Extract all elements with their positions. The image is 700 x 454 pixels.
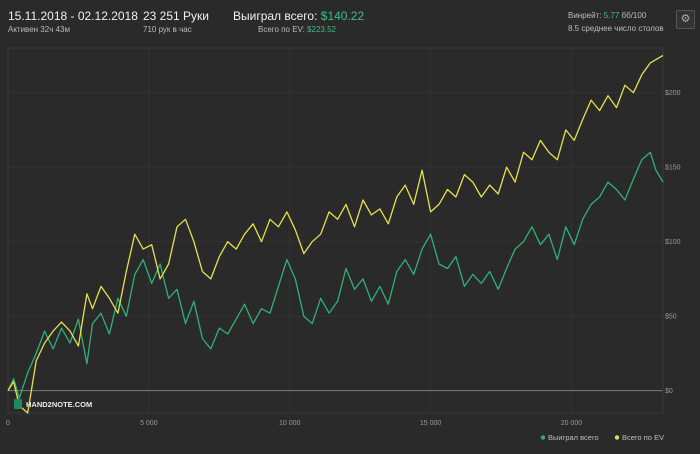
won-total: Выиграл всего: $140.22 xyxy=(233,9,364,23)
active-time: Активен 32ч 43м xyxy=(8,25,70,34)
legend-marker-won xyxy=(540,435,546,440)
legend-label-won: Выиграл всего xyxy=(548,433,599,442)
winrate-label: Винрейт: xyxy=(568,11,602,20)
stats-header: 15.11.2018 - 02.12.2018 Активен 32ч 43м … xyxy=(0,0,700,44)
hand2note-logo: HAND2NOTE.COM xyxy=(14,399,92,409)
x-tick-label: 0 xyxy=(6,420,10,427)
y-tick-label: $100 xyxy=(665,239,681,246)
y-tick-label: $50 xyxy=(665,314,677,321)
ev-value: $223.52 xyxy=(307,25,336,34)
series-line-ev xyxy=(7,54,664,414)
y-tick-label: $0 xyxy=(665,388,673,395)
y-tick-label: $150 xyxy=(665,165,681,172)
hands-per-hour: 710 рук в час xyxy=(143,25,192,34)
x-tick-label: 5 000 xyxy=(140,420,158,427)
hand2note-logo-mark xyxy=(14,399,22,409)
gear-icon[interactable]: ⚙ xyxy=(676,10,695,29)
series-line-won xyxy=(7,151,664,399)
winrate-unit: бб/100 xyxy=(621,11,647,20)
winrate: Винрейт: 5.77 бб/100 xyxy=(568,11,646,20)
watermark-text: HAND2NOTE.COM xyxy=(26,400,92,409)
bankroll-chart: $0 $50 $100 $150 $200 0 5 000 10 000 15 000 20 00… xyxy=(6,47,681,442)
won-value: $140.22 xyxy=(320,9,365,23)
winrate-value: 5.77 xyxy=(603,11,620,20)
plot-border xyxy=(7,47,664,414)
y-tick-label: $200 xyxy=(665,90,681,97)
x-tick-label: 15 000 xyxy=(420,420,442,427)
x-tick-label: 20 000 xyxy=(561,420,583,427)
legend-label-ev: Всего по EV xyxy=(622,433,664,442)
legend-marker-ev xyxy=(614,435,620,440)
date-range[interactable]: 15.11.2018 - 02.12.2018 xyxy=(8,9,138,23)
ev-label: Всего по EV: xyxy=(258,25,305,34)
hands-count: 23 251 Руки xyxy=(143,9,209,23)
ev-total: Всего по EV: $223.52 xyxy=(258,25,336,34)
avg-tables: 8.5 среднее число столов xyxy=(568,24,664,33)
x-tick-label: 10 000 xyxy=(279,420,301,427)
won-label: Выиграл всего: xyxy=(233,9,318,23)
